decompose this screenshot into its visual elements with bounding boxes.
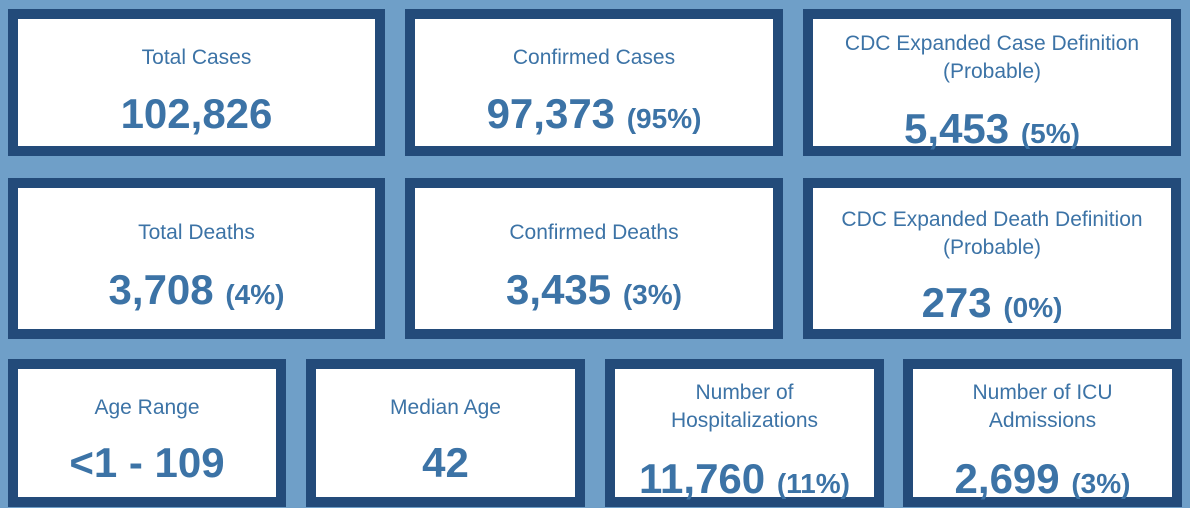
- probable-deaths-value: 273 (0%): [813, 279, 1171, 332]
- total-deaths-label: Total Deaths: [138, 221, 255, 244]
- age-range-value: <1 - 109: [18, 439, 276, 487]
- hospitalizations-value: 11,760 (11%): [615, 455, 874, 508]
- total-cases-label: Total Cases: [141, 46, 252, 69]
- hospitalizations-number: 11,760: [639, 455, 766, 502]
- total-deaths-percent: (4%): [225, 279, 285, 310]
- confirmed-cases-percent: (95%): [626, 103, 702, 134]
- probable-cases-label-line1: CDC Expanded Case Definition: [844, 32, 1140, 55]
- age-range-label: Age Range: [94, 396, 200, 419]
- hospitalizations-label-line2: Hospitalizations: [670, 409, 819, 432]
- total-cases-card: Total Cases 102,826: [8, 9, 385, 156]
- total-deaths-number: 3,708: [108, 266, 214, 313]
- confirmed-cases-value: 97,373 (95%): [415, 90, 773, 143]
- probable-deaths-percent: (0%): [1003, 292, 1063, 323]
- probable-cases-percent: (5%): [1020, 118, 1080, 149]
- median-age-value: 42: [316, 439, 575, 487]
- probable-cases-number: 5,453: [904, 105, 1010, 152]
- probable-cases-value: 5,453 (5%): [813, 105, 1171, 158]
- probable-deaths-label-line2: (Probable): [942, 236, 1042, 259]
- total-cases-number: 102,826: [120, 90, 273, 137]
- confirmed-cases-number: 97,373: [486, 90, 616, 137]
- median-age-label: Median Age: [390, 396, 501, 419]
- confirmed-cases-label: Confirmed Cases: [512, 46, 676, 69]
- confirmed-deaths-percent: (3%): [622, 279, 682, 310]
- icu-admissions-label-line2: Admissions: [988, 409, 1097, 432]
- probable-cases-card: CDC Expanded Case Definition (Probable) …: [803, 9, 1181, 156]
- hospitalizations-card: Number of Hospitalizations 11,760 (11%): [605, 359, 884, 507]
- age-range-number: <1 - 109: [69, 439, 225, 486]
- confirmed-deaths-number: 3,435: [506, 266, 612, 313]
- age-range-card: Age Range <1 - 109: [8, 359, 286, 507]
- confirmed-deaths-label: Confirmed Deaths: [509, 221, 679, 244]
- confirmed-cases-card: Confirmed Cases 97,373 (95%): [405, 9, 783, 156]
- hospitalizations-label-line1: Number of: [695, 381, 794, 404]
- probable-deaths-number: 273: [921, 279, 992, 326]
- total-deaths-value: 3,708 (4%): [18, 266, 375, 319]
- icu-admissions-label-line1: Number of ICU: [972, 381, 1113, 404]
- icu-admissions-percent: (3%): [1071, 468, 1131, 499]
- confirmed-deaths-value: 3,435 (3%): [415, 266, 773, 319]
- hospitalizations-percent: (11%): [776, 468, 850, 499]
- probable-deaths-label-line1: CDC Expanded Death Definition: [841, 208, 1143, 231]
- confirmed-deaths-card: Confirmed Deaths 3,435 (3%): [405, 178, 783, 339]
- probable-cases-label-line2: (Probable): [942, 60, 1042, 83]
- median-age-card: Median Age 42: [306, 359, 585, 507]
- total-deaths-card: Total Deaths 3,708 (4%): [8, 178, 385, 339]
- icu-admissions-value: 2,699 (3%): [913, 455, 1172, 508]
- icu-admissions-card: Number of ICU Admissions 2,699 (3%): [903, 359, 1182, 507]
- total-cases-value: 102,826: [18, 90, 375, 138]
- probable-deaths-card: CDC Expanded Death Definition (Probable)…: [803, 178, 1181, 339]
- median-age-number: 42: [422, 439, 469, 486]
- icu-admissions-number: 2,699: [954, 455, 1060, 502]
